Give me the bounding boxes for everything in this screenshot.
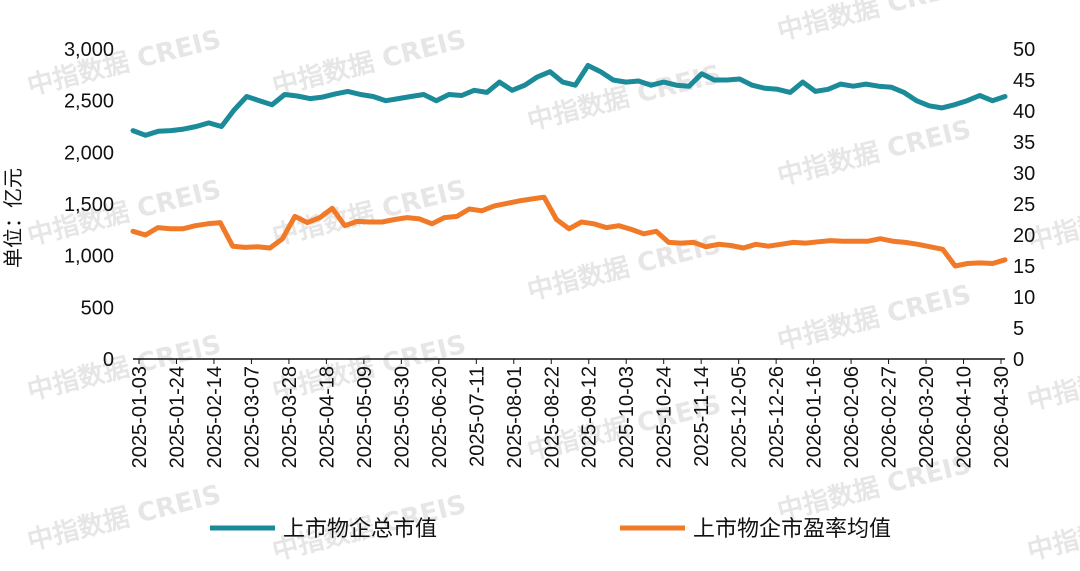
watermark-layer: 中指数据 CREIS 中指数据 CREIS 中指数据 CREIS 中指数据 CREIS… xyxy=(24,0,1080,567)
y-right-tick-label: 35 xyxy=(1013,132,1035,154)
watermark-text: 中指数据 CREIS xyxy=(24,175,224,252)
y-right-tick-label: 30 xyxy=(1013,163,1035,185)
watermark-text: 中指数据 CREIS xyxy=(24,25,224,102)
x-axis-ticks: 2025-01-03 2025-01-24 2025-02-14 2025-03-07… xyxy=(129,359,1013,468)
watermark-text: 中指数据 CREIS xyxy=(774,115,974,192)
watermark-text: 中指数据 CREIS xyxy=(1024,490,1080,567)
legend-label-pe-ratio: 上市物企市盈率均值 xyxy=(693,517,891,542)
y-left-tick-label: 2,000 xyxy=(64,142,114,164)
series-line-market-cap xyxy=(130,63,1008,138)
x-tick-label: 2025-02-14 xyxy=(204,366,226,468)
x-tick-label: 2025-12-05 xyxy=(729,366,751,468)
y-right-tick-label: 50 xyxy=(1013,39,1035,61)
legend-label-market-cap: 上市物企总市值 xyxy=(283,517,437,542)
x-tick-label: 2025-08-22 xyxy=(541,366,563,468)
y-right-tick-label: 20 xyxy=(1013,225,1035,247)
y-right-tick-label: 45 xyxy=(1013,70,1035,92)
y-left-tick-label: 1,000 xyxy=(64,246,114,268)
x-tick-label: 2026-02-06 xyxy=(841,366,863,468)
watermark-text: 中指数据 CREIS xyxy=(1024,340,1080,417)
watermark-text: 中指数据 CREIS xyxy=(524,60,724,137)
watermark-text: 中指数据 CREIS xyxy=(774,280,974,357)
x-tick-label: 2025-12-26 xyxy=(766,366,788,468)
y-right-tick-label: 40 xyxy=(1013,101,1035,123)
series-layer xyxy=(130,63,1008,269)
y-axis-left-label: 单位：亿元 xyxy=(1,168,25,268)
watermark-text: 中指数据 CREIS xyxy=(774,0,974,47)
y-left-tick-label: 0 xyxy=(103,349,114,371)
y-axis-right: 0 5 10 15 20 25 30 35 40 45 50 xyxy=(1013,39,1035,371)
x-tick-label: 2025-07-11 xyxy=(466,366,488,467)
x-tick-label: 2025-09-12 xyxy=(579,366,601,468)
x-tick-label: 2025-03-28 xyxy=(279,366,301,468)
x-tick-label: 2026-03-20 xyxy=(916,366,938,468)
y-left-tick-label: 3,000 xyxy=(64,39,114,61)
y-axis-left: 0 500 1,000 1,500 2,000 2,500 3,000 xyxy=(64,39,114,371)
y-left-tick-label: 500 xyxy=(81,297,114,319)
y-left-tick-label: 1,500 xyxy=(64,194,114,216)
watermark-text: 中指数据 CREIS xyxy=(24,330,224,407)
x-tick-label: 2025-01-24 xyxy=(166,366,188,468)
x-tick-label: 2025-04-18 xyxy=(316,366,338,468)
x-tick-label: 2025-03-07 xyxy=(241,366,263,468)
y-right-tick-label: 25 xyxy=(1013,194,1035,216)
y-left-tick-label: 2,500 xyxy=(64,91,114,113)
x-tick-label: 2025-08-01 xyxy=(504,366,526,468)
x-tick-label: 2025-05-09 xyxy=(354,366,376,468)
watermark-text: 中指数据 CREIS xyxy=(269,175,469,252)
y-right-tick-label: 5 xyxy=(1013,318,1024,340)
y-right-tick-label: 0 xyxy=(1013,349,1024,371)
x-tick-label: 2026-04-30 xyxy=(991,366,1013,468)
watermark-text: 中指数据 CREIS xyxy=(24,480,224,557)
x-tick-label: 2026-02-27 xyxy=(879,366,901,468)
x-tick-label: 2026-04-10 xyxy=(954,366,976,468)
x-tick-label: 2025-10-24 xyxy=(654,366,676,468)
watermark-text: 中指数据 CREIS xyxy=(269,25,469,102)
y-right-tick-label: 15 xyxy=(1013,256,1035,278)
x-tick-label: 2026-01-16 xyxy=(804,366,826,468)
series-line-pe-ratio xyxy=(130,194,1008,269)
x-tick-label: 2025-10-03 xyxy=(616,366,638,468)
x-tick-label: 2025-06-20 xyxy=(429,366,451,468)
x-tick-label: 2025-11-14 xyxy=(691,366,713,467)
y-right-tick-label: 10 xyxy=(1013,287,1035,309)
legend: 上市物企总市值 上市物企市盈率均值 xyxy=(210,517,891,542)
x-tick-label: 2025-05-30 xyxy=(391,366,413,468)
x-tick-label: 2025-01-03 xyxy=(129,366,151,468)
